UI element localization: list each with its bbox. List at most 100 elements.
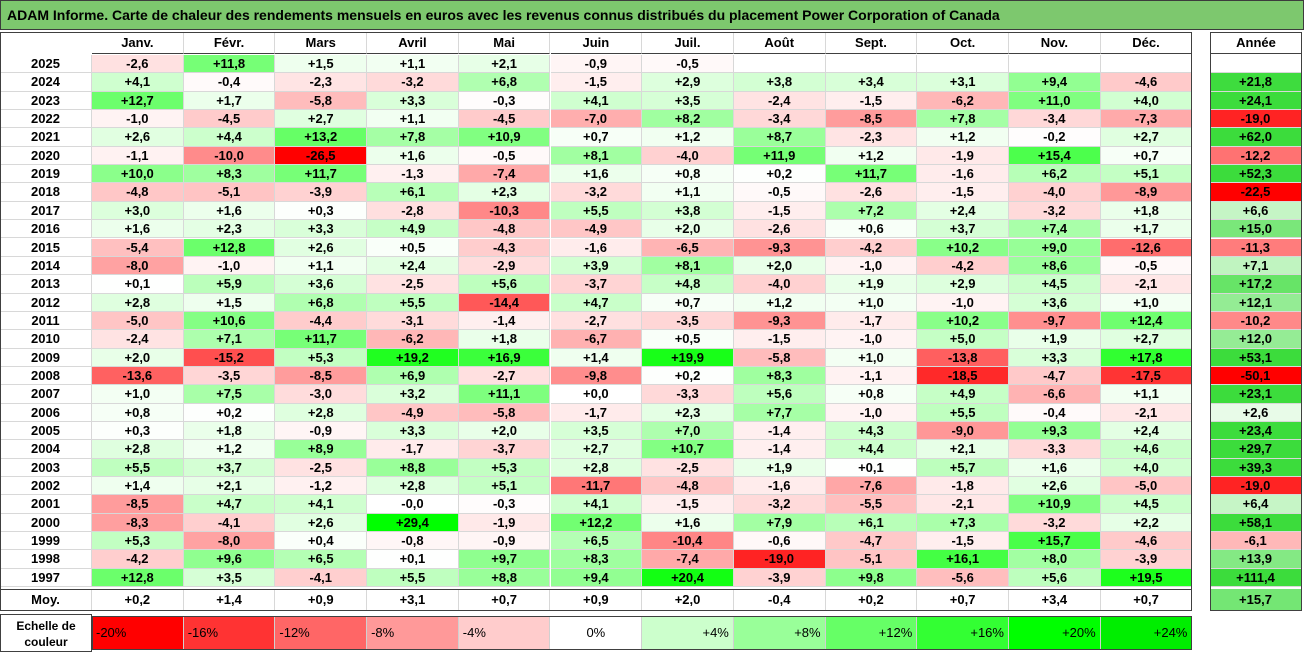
heatmap-cell: +0,7 <box>550 128 643 147</box>
title-bar: ADAM Informe. Carte de chaleur des rende… <box>0 0 1304 30</box>
heatmap-cell: +7,1 <box>183 330 276 349</box>
heatmap-cell: +11,7 <box>825 165 918 184</box>
heatmap-cell: -1,1 <box>92 146 184 166</box>
heatmap-cell: +16,1 <box>917 550 1009 569</box>
annual-cell: +21,8 <box>1210 73 1302 92</box>
heatmap-cell: +4,9 <box>917 385 1009 404</box>
average-cell: +0,2 <box>825 589 918 612</box>
heatmap-cell: -1,0 <box>183 256 276 276</box>
heatmap-cell: -6,2 <box>917 91 1009 111</box>
year-label: 2017 <box>0 201 92 221</box>
average-cell: -0,4 <box>733 589 826 612</box>
color-scale-stop: -4% <box>458 616 551 650</box>
heatmap-cell: -4,1 <box>183 513 276 533</box>
heatmap-cell: +2,1 <box>458 55 551 74</box>
heatmap-cell: -19,0 <box>733 550 826 569</box>
heatmap-cell: -2,6 <box>733 220 826 239</box>
annual-cell: +2,6 <box>1210 403 1302 422</box>
heatmap-cell: +2,6 <box>92 128 184 147</box>
heatmap-cell: -1,5 <box>917 183 1009 202</box>
heatmap-cell: +19,5 <box>1100 568 1193 588</box>
heatmap-cell: -3,5 <box>642 311 734 331</box>
heatmap-cell <box>1009 55 1101 74</box>
annual-cell: +6,4 <box>1210 495 1302 514</box>
heatmap-cell: +4,5 <box>1100 495 1193 514</box>
heatmap-cell: +10,2 <box>917 238 1009 257</box>
annual-cell: -12,2 <box>1210 146 1302 166</box>
heatmap-cell: -3,0 <box>275 385 368 404</box>
heatmap-cell: +2,0 <box>733 256 826 276</box>
heatmap-cell: +2,8 <box>367 477 459 496</box>
heatmap-cell: +3,3 <box>1009 348 1101 367</box>
heatmap-cell: -4,2 <box>917 256 1009 276</box>
heatmap-cell: +3,3 <box>367 422 459 441</box>
heatmap-cell: -1,1 <box>825 366 918 386</box>
heatmap-cell: -0,5 <box>733 183 826 202</box>
heatmap-cell: +12,8 <box>92 568 184 588</box>
heatmap-cell: +6,8 <box>275 293 368 312</box>
heatmap-cell: +1,1 <box>275 256 368 276</box>
heatmap-cell: -7,0 <box>550 110 643 129</box>
heatmap-cell <box>733 55 826 74</box>
heatmap-cell: +9,4 <box>550 568 643 588</box>
heatmap-cell: +7,3 <box>917 513 1009 533</box>
heatmap-cell: +2,8 <box>92 293 184 312</box>
heatmap-cell: -3,3 <box>642 385 734 404</box>
column-header: Oct. <box>917 32 1009 54</box>
heatmap-cell: +2,8 <box>275 403 368 422</box>
heatmap-cell: +3,8 <box>642 201 734 221</box>
annual-cell: +24,1 <box>1210 91 1302 111</box>
heatmap-cell: +12,2 <box>550 513 643 533</box>
heatmap-cell: +5,1 <box>1100 165 1193 184</box>
heatmap-cell: -2,1 <box>917 495 1009 514</box>
heatmap-cell: -17,5 <box>1100 366 1193 386</box>
heatmap-cell: -4,6 <box>1100 532 1193 551</box>
heatmap-cell: +1,4 <box>550 348 643 367</box>
average-cell: +0,2 <box>92 589 184 612</box>
heatmap-cell: +1,1 <box>642 183 734 202</box>
heatmap-cell: -1,5 <box>733 330 826 349</box>
heatmap-cell: +1,6 <box>367 146 459 166</box>
heatmap-cell: -1,4 <box>733 422 826 441</box>
heatmap-cell: +5,0 <box>917 330 1009 349</box>
heatmap-cell: +0,5 <box>642 330 734 349</box>
color-scale-stop: +4% <box>642 616 734 650</box>
heatmap-cell: -4,0 <box>733 275 826 294</box>
heatmap-cell: +7,2 <box>825 201 918 221</box>
heatmap-cell: +4,0 <box>1100 91 1193 111</box>
heatmap-cell: -3,9 <box>733 568 826 588</box>
heatmap-cell: -5,1 <box>183 183 276 202</box>
heatmap-cell: -1,0 <box>917 293 1009 312</box>
heatmap-cell: +2,4 <box>1100 422 1193 441</box>
heatmap-cell: +8,8 <box>458 568 551 588</box>
heatmap-cell: -4,3 <box>458 238 551 257</box>
heatmap-cell: -0,5 <box>458 146 551 166</box>
annual-cell: -19,0 <box>1210 477 1302 496</box>
heatmap-cell: -2,5 <box>275 458 368 478</box>
heatmap-cell: -1,9 <box>917 146 1009 166</box>
heatmap-cell: +8,3 <box>550 550 643 569</box>
heatmap-cell: -5,8 <box>275 91 368 111</box>
heatmap-cell: +0,6 <box>825 220 918 239</box>
heatmap-cell: -2,1 <box>1100 275 1193 294</box>
annual-cell: +52,3 <box>1210 165 1302 184</box>
heatmap-cell: -10,3 <box>458 201 551 221</box>
year-label: 2016 <box>0 220 92 239</box>
year-label: 2015 <box>0 238 92 257</box>
heatmap-cell: +2,6 <box>275 238 368 257</box>
color-scale-stop: +12% <box>825 616 918 650</box>
heatmap-cell: -5,4 <box>92 238 184 257</box>
heatmap-cell: +2,7 <box>1100 128 1193 147</box>
heatmap-cell: +16,9 <box>458 348 551 367</box>
heatmap-cell: +4,9 <box>367 220 459 239</box>
heatmap-cell: +1,7 <box>183 91 276 111</box>
heatmap-cell: -4,8 <box>642 477 734 496</box>
heatmap-cell: +3,1 <box>917 73 1009 92</box>
heatmap-cell: -6,7 <box>550 330 643 349</box>
heatmap-cell: +3,7 <box>183 458 276 478</box>
heatmap-cell: -5,1 <box>825 550 918 569</box>
heatmap-cell: -3,2 <box>733 495 826 514</box>
heatmap-cell: -4,6 <box>1100 73 1193 92</box>
average-cell: +3,1 <box>367 589 459 612</box>
